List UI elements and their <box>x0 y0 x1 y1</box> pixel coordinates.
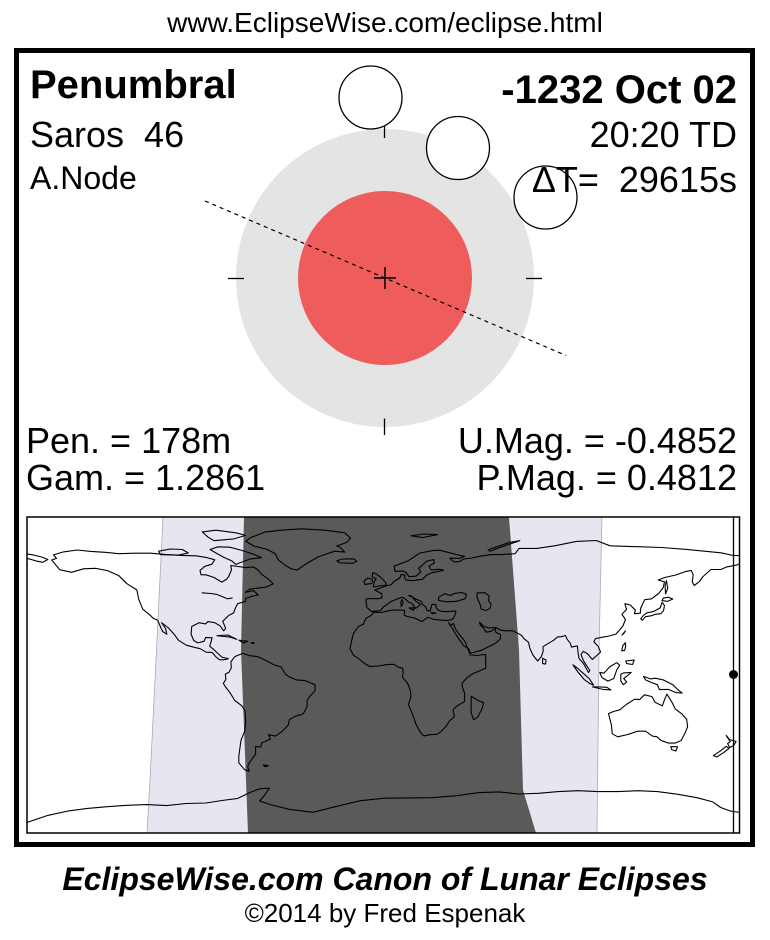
moon-position-circle-0 <box>338 65 403 130</box>
coastline-new-guinea <box>642 675 683 694</box>
stat-penumbral-duration: Pen. = 178m <box>26 420 232 461</box>
coastline-java <box>591 686 612 691</box>
coastline-eurasia-africa <box>349 539 740 737</box>
coastline-puerto-rico <box>250 641 255 645</box>
moon-position-circle-2 <box>513 165 578 230</box>
coastline-taiwan <box>621 630 627 636</box>
coastline-australia <box>607 693 689 744</box>
coastline-hispaniola <box>238 639 249 644</box>
moon-position-circle-1 <box>425 115 491 181</box>
coastline-svalbard <box>410 533 439 539</box>
coastline-borneo <box>599 662 621 682</box>
footer-title: EclipseWise.com Canon of Lunar Eclipses <box>62 861 708 897</box>
moon-path-line <box>204 200 567 357</box>
coastline-nz-north-island <box>725 734 737 749</box>
world-map <box>27 517 740 833</box>
coastline-antarctica <box>27 787 740 824</box>
url-header: www.EclipseWise.com/eclipse.html <box>167 7 603 38</box>
coastline-caspian-sea <box>476 592 492 611</box>
coastline-madagascar <box>470 695 485 721</box>
coastline-tasmania <box>670 746 679 752</box>
saros-label: Saros 46 <box>30 114 185 155</box>
coastline-crete <box>430 612 437 615</box>
coastline-mindanao <box>625 659 635 666</box>
coastline-nz-south-island <box>712 745 730 758</box>
eclipse-time-label: 20:20 TD <box>589 114 737 155</box>
coastline-japan-main <box>640 601 666 621</box>
coastline-sulawesi <box>620 671 632 686</box>
node-label: A.Node <box>30 160 137 196</box>
coastline-sicily <box>408 607 415 611</box>
coastline-black-sea <box>438 591 467 603</box>
eclipse-type-label: Penumbral <box>30 63 237 107</box>
coastline-sakhalin <box>664 580 669 595</box>
full-visibility-band <box>241 517 536 833</box>
coastline-north-america <box>51 549 274 661</box>
stat-gamma: Gam. = 1.2861 <box>26 457 266 498</box>
coastline-south-america <box>222 652 316 772</box>
coastline-greenland <box>245 528 352 571</box>
coastline-great-britain <box>371 572 388 588</box>
coastline-ireland <box>363 577 374 585</box>
coastline-hokkaido <box>661 596 674 602</box>
stat-penumbral-magnitude: P.Mag. = 0.4812 <box>476 457 737 498</box>
coastline-baffin-island <box>209 546 263 565</box>
coastline-sardinia-corsica <box>400 598 404 608</box>
coastline-luzon <box>621 642 627 652</box>
coastline-ellesmere-island <box>201 529 247 542</box>
coastline-cuba <box>216 634 238 640</box>
coastline-chukotka-wrap <box>27 553 49 563</box>
moon-zenith-point <box>729 670 738 679</box>
coastline-iceland <box>336 558 358 564</box>
stat-umbral-magnitude: U.Mag. = -0.4852 <box>457 420 737 461</box>
eclipse-date-label: -1232 Oct 02 <box>501 68 737 112</box>
coastline-great-lakes <box>201 592 233 600</box>
coastline-sri-lanka <box>542 657 547 665</box>
delta-t-label: ΔT= 29615s <box>531 159 737 200</box>
coastline-falklands <box>262 764 269 768</box>
coastline-sumatra <box>572 664 595 686</box>
eclipse-card-border <box>14 48 755 847</box>
coastline-novaya-zemlya <box>487 540 521 552</box>
footer-copyright: ©2014 by Fred Espenak <box>244 898 526 928</box>
coastline-victoria-island <box>158 548 189 556</box>
map-frame <box>26 516 741 834</box>
